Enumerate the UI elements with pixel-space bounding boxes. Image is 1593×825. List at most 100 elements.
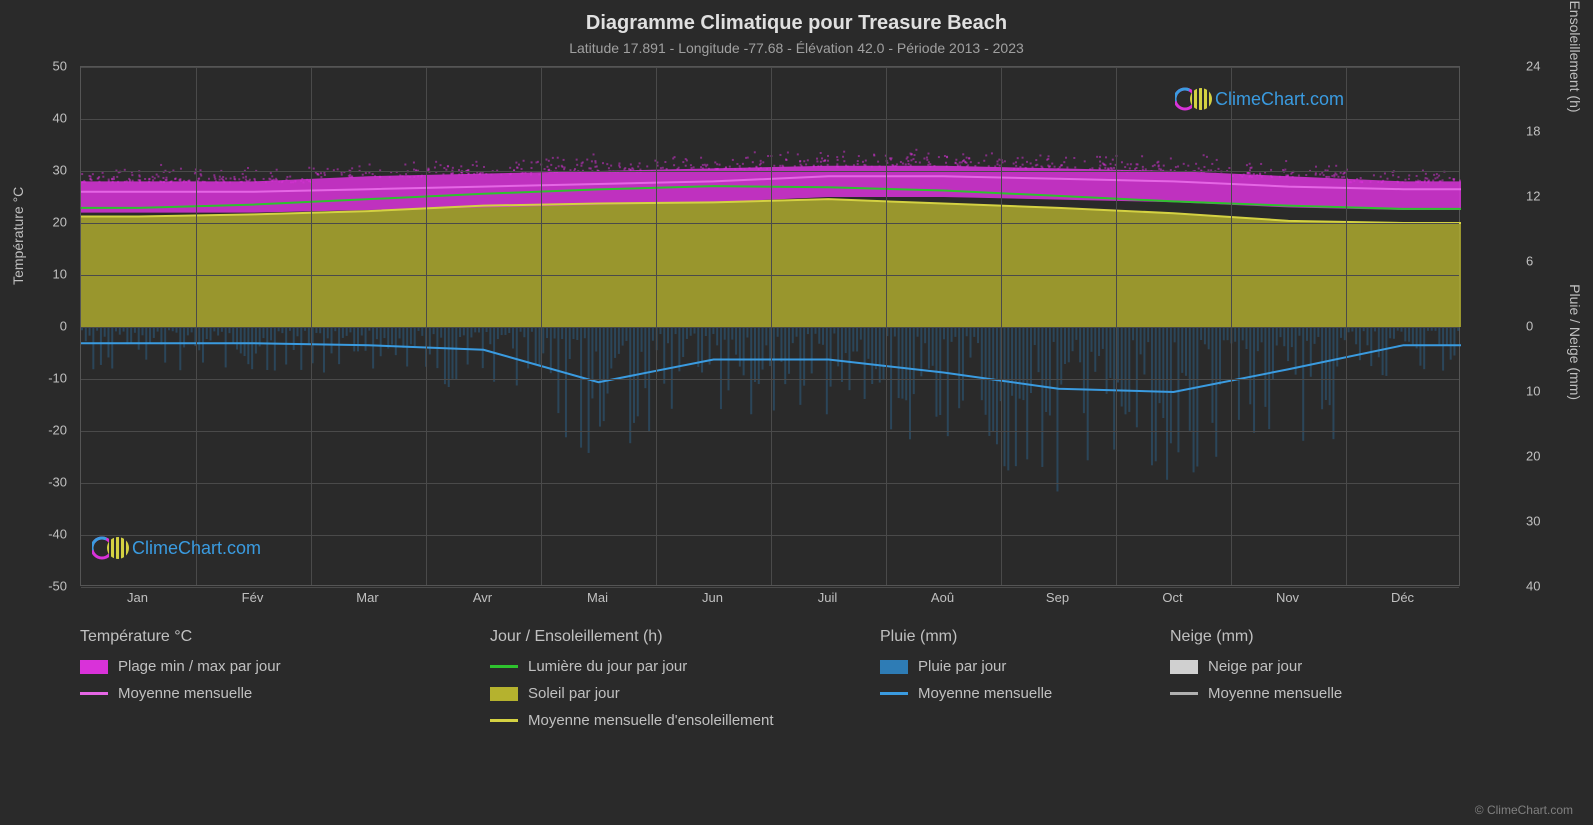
y-tick-right: 24 bbox=[1526, 59, 1540, 74]
legend-item: Pluie par jour bbox=[880, 658, 1052, 675]
climechart-logo-icon bbox=[1175, 85, 1209, 113]
copyright: © ClimeChart.com bbox=[1475, 803, 1573, 817]
y-tick-left: 0 bbox=[60, 319, 67, 334]
x-tick-month: Mar bbox=[356, 590, 378, 605]
x-tick-month: Nov bbox=[1276, 590, 1299, 605]
legend-swatch-icon bbox=[880, 660, 908, 674]
legend-item: Moyenne mensuelle bbox=[1170, 685, 1342, 702]
plot-area bbox=[80, 66, 1460, 586]
legend-header: Température °C bbox=[80, 628, 281, 646]
legend-item: Soleil par jour bbox=[490, 685, 774, 702]
legend-label: Moyenne mensuelle d'ensoleillement bbox=[528, 712, 774, 729]
y-tick-right: 0 bbox=[1526, 319, 1533, 334]
grid-line-horizontal bbox=[81, 119, 1459, 120]
legend-line-icon bbox=[490, 719, 518, 722]
grid-line-vertical bbox=[426, 67, 427, 585]
legend-item: Neige par jour bbox=[1170, 658, 1342, 675]
chart-title: Diagramme Climatique pour Treasure Beach bbox=[0, 12, 1593, 35]
legend-column: Pluie (mm) Pluie par jour Moyenne mensuell… bbox=[880, 628, 1052, 712]
legend-swatch-icon bbox=[1170, 660, 1198, 674]
grid-line-horizontal bbox=[81, 275, 1459, 276]
legend-line-icon bbox=[80, 692, 108, 695]
y-tick-left: -20 bbox=[48, 423, 67, 438]
x-tick-month: Aoû bbox=[931, 590, 954, 605]
y-tick-left: -40 bbox=[48, 527, 67, 542]
grid-line-horizontal bbox=[81, 483, 1459, 484]
grid-line-vertical bbox=[886, 67, 887, 585]
y-tick-left: -50 bbox=[48, 579, 67, 594]
legend-label: Pluie par jour bbox=[918, 658, 1006, 675]
legend-item: Moyenne mensuelle bbox=[880, 685, 1052, 702]
y-tick-right: 18 bbox=[1526, 124, 1540, 139]
y-tick-left: 30 bbox=[53, 163, 67, 178]
grid-line-horizontal bbox=[81, 431, 1459, 432]
legend-item: Moyenne mensuelle bbox=[80, 685, 281, 702]
y-tick-left: 10 bbox=[53, 267, 67, 282]
legend-column: Jour / Ensoleillement (h) Lumière du jour… bbox=[490, 628, 774, 739]
x-tick-month: Mai bbox=[587, 590, 608, 605]
x-tick-month: Juil bbox=[818, 590, 838, 605]
chart-subtitle: Latitude 17.891 - Longitude -77.68 - Élé… bbox=[0, 40, 1593, 56]
y-tick-right: 20 bbox=[1526, 449, 1540, 464]
watermark-text: ClimeChart.com bbox=[132, 538, 261, 559]
grid-line-horizontal bbox=[81, 171, 1459, 172]
grid-line-vertical bbox=[196, 67, 197, 585]
grid-line-horizontal bbox=[81, 587, 1459, 588]
x-tick-month: Jun bbox=[702, 590, 723, 605]
y-tick-right: 6 bbox=[1526, 254, 1533, 269]
x-tick-month: Fév bbox=[242, 590, 264, 605]
grid-line-horizontal bbox=[81, 379, 1459, 380]
y-tick-right: 12 bbox=[1526, 189, 1540, 204]
legend-header: Jour / Ensoleillement (h) bbox=[490, 628, 774, 646]
grid-line-vertical bbox=[1346, 67, 1347, 585]
x-tick-month: Avr bbox=[473, 590, 492, 605]
legend-line-icon bbox=[880, 692, 908, 695]
x-axis: Jan Fév Mar Avr Mai Jun Juil Aoû Sep Oct Nov Déc bbox=[80, 590, 1460, 615]
grid-line-vertical bbox=[311, 67, 312, 585]
legend-swatch-icon bbox=[80, 660, 108, 674]
grid-line-horizontal bbox=[81, 535, 1459, 536]
legend-column: Neige (mm) Neige par jour Moyenne mensuell… bbox=[1170, 628, 1342, 712]
y-tick-left: 50 bbox=[53, 59, 67, 74]
y-tick-right: 10 bbox=[1526, 384, 1540, 399]
legend-header: Neige (mm) bbox=[1170, 628, 1342, 646]
legend-label: Plage min / max par jour bbox=[118, 658, 281, 675]
legend-item: Lumière du jour par jour bbox=[490, 658, 774, 675]
y-tick-right: 30 bbox=[1526, 514, 1540, 529]
legend-swatch-icon bbox=[490, 687, 518, 701]
x-tick-month: Oct bbox=[1162, 590, 1182, 605]
y-tick-left: 20 bbox=[53, 215, 67, 230]
x-tick-month: Déc bbox=[1391, 590, 1414, 605]
legend-label: Neige par jour bbox=[1208, 658, 1302, 675]
grid-line-horizontal bbox=[81, 67, 1459, 68]
grid-line-vertical bbox=[771, 67, 772, 585]
grid-line-vertical bbox=[1116, 67, 1117, 585]
y-tick-left: -30 bbox=[48, 475, 67, 490]
legend-label: Moyenne mensuelle bbox=[918, 685, 1052, 702]
grid-line-vertical bbox=[541, 67, 542, 585]
y-tick-left: -10 bbox=[48, 371, 67, 386]
legend-label: Moyenne mensuelle bbox=[118, 685, 252, 702]
climate-chart: Diagramme Climatique pour Treasure Beach… bbox=[0, 0, 1593, 825]
grid-line-vertical bbox=[1231, 67, 1232, 585]
watermark-text: ClimeChart.com bbox=[1215, 89, 1344, 110]
grid-line-vertical bbox=[656, 67, 657, 585]
legend-label: Moyenne mensuelle bbox=[1208, 685, 1342, 702]
grid-line-horizontal bbox=[81, 223, 1459, 224]
legend-label: Lumière du jour par jour bbox=[528, 658, 687, 675]
x-tick-month: Jan bbox=[127, 590, 148, 605]
legend-line-icon bbox=[1170, 692, 1198, 695]
watermark: ClimeChart.com bbox=[1175, 85, 1344, 113]
climechart-logo-icon bbox=[92, 534, 126, 562]
y-axis-right: 2418126010203040 bbox=[1518, 66, 1593, 586]
watermark: ClimeChart.com bbox=[92, 534, 261, 562]
legend-header: Pluie (mm) bbox=[880, 628, 1052, 646]
grid-line-vertical bbox=[1001, 67, 1002, 585]
y-tick-right: 40 bbox=[1526, 579, 1540, 594]
y-tick-left: 40 bbox=[53, 111, 67, 126]
grid-line-horizontal bbox=[81, 327, 1459, 328]
x-tick-month: Sep bbox=[1046, 590, 1069, 605]
y-axis-left: 50403020100-10-20-30-40-50 bbox=[0, 66, 75, 586]
legend-line-icon bbox=[490, 665, 518, 668]
legend-item: Moyenne mensuelle d'ensoleillement bbox=[490, 712, 774, 729]
